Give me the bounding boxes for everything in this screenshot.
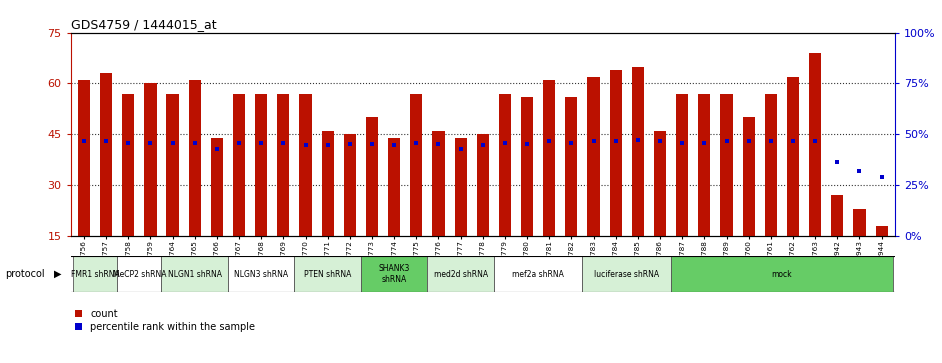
Bar bbox=[277, 94, 289, 236]
Point bbox=[653, 139, 668, 144]
Text: mef2a shRNA: mef2a shRNA bbox=[512, 270, 564, 278]
Bar bbox=[494, 256, 582, 292]
Point bbox=[365, 142, 380, 147]
Bar bbox=[654, 131, 666, 236]
Bar bbox=[344, 134, 356, 236]
Text: SHANK3
shRNA: SHANK3 shRNA bbox=[379, 264, 410, 284]
Point bbox=[763, 139, 778, 144]
Bar bbox=[144, 83, 156, 236]
Bar bbox=[410, 94, 422, 236]
Bar bbox=[698, 94, 710, 236]
Text: NLGN3 shRNA: NLGN3 shRNA bbox=[235, 270, 288, 278]
Bar bbox=[188, 80, 201, 236]
Bar bbox=[255, 94, 268, 236]
Point bbox=[165, 140, 180, 146]
Point bbox=[298, 143, 313, 148]
Bar bbox=[742, 117, 755, 236]
Point bbox=[453, 146, 468, 151]
Point bbox=[276, 140, 291, 146]
Bar bbox=[544, 80, 556, 236]
Bar bbox=[521, 97, 533, 236]
Point bbox=[409, 140, 424, 146]
Bar bbox=[321, 131, 333, 236]
Bar bbox=[787, 77, 799, 236]
Bar bbox=[100, 73, 112, 236]
Point bbox=[609, 139, 624, 144]
Point bbox=[342, 142, 357, 147]
Bar bbox=[361, 256, 428, 292]
Bar bbox=[582, 256, 671, 292]
Point bbox=[564, 140, 579, 146]
Point bbox=[475, 143, 490, 148]
Point bbox=[630, 138, 645, 143]
Bar bbox=[73, 256, 117, 292]
Text: GDS4759 / 1444015_at: GDS4759 / 1444015_at bbox=[71, 19, 217, 32]
Bar bbox=[721, 94, 733, 236]
Bar bbox=[676, 94, 689, 236]
Bar bbox=[477, 134, 489, 236]
Text: MeCP2 shRNA: MeCP2 shRNA bbox=[113, 270, 166, 278]
Point bbox=[253, 140, 268, 146]
Point bbox=[697, 140, 712, 146]
Point bbox=[719, 139, 734, 144]
Text: FMR1 shRNA: FMR1 shRNA bbox=[71, 270, 120, 278]
Text: PTEN shRNA: PTEN shRNA bbox=[304, 270, 351, 278]
Bar bbox=[428, 256, 494, 292]
Point bbox=[187, 140, 203, 146]
Bar bbox=[432, 131, 445, 236]
Point bbox=[232, 140, 247, 146]
Text: ▶: ▶ bbox=[54, 269, 61, 279]
Point bbox=[386, 143, 401, 148]
Bar bbox=[499, 94, 511, 236]
Point bbox=[99, 139, 114, 144]
Text: mock: mock bbox=[771, 270, 792, 278]
Bar bbox=[233, 94, 245, 236]
Bar bbox=[671, 256, 893, 292]
Bar bbox=[122, 94, 135, 236]
Text: luciferase shRNA: luciferase shRNA bbox=[594, 270, 659, 278]
Bar bbox=[167, 94, 179, 236]
Bar bbox=[211, 138, 223, 236]
Bar bbox=[78, 80, 90, 236]
Bar bbox=[632, 66, 644, 236]
Point bbox=[674, 140, 690, 146]
Point bbox=[786, 139, 801, 144]
Point bbox=[143, 140, 158, 146]
Point bbox=[430, 142, 446, 147]
Bar bbox=[588, 77, 600, 236]
Bar bbox=[609, 70, 622, 236]
Text: NLGN1 shRNA: NLGN1 shRNA bbox=[168, 270, 221, 278]
Text: protocol: protocol bbox=[5, 269, 44, 279]
Bar bbox=[455, 138, 466, 236]
Bar bbox=[809, 53, 821, 236]
Bar bbox=[765, 94, 777, 236]
Bar bbox=[388, 138, 400, 236]
Legend: count, percentile rank within the sample: count, percentile rank within the sample bbox=[71, 305, 259, 336]
Point bbox=[586, 139, 601, 144]
Bar bbox=[365, 117, 378, 236]
Point bbox=[830, 159, 845, 165]
Point bbox=[852, 168, 867, 174]
Point bbox=[76, 139, 91, 144]
Point bbox=[320, 143, 335, 148]
Point bbox=[497, 140, 512, 146]
Point bbox=[209, 146, 224, 151]
Point bbox=[741, 139, 756, 144]
Bar bbox=[295, 256, 361, 292]
Point bbox=[807, 139, 822, 144]
Bar bbox=[565, 97, 577, 236]
Point bbox=[520, 142, 535, 147]
Bar bbox=[831, 195, 843, 236]
Bar bbox=[161, 256, 228, 292]
Bar bbox=[853, 209, 866, 236]
Text: med2d shRNA: med2d shRNA bbox=[433, 270, 488, 278]
Point bbox=[874, 174, 889, 180]
Bar bbox=[875, 226, 887, 236]
Point bbox=[542, 139, 557, 144]
Bar bbox=[117, 256, 161, 292]
Point bbox=[121, 140, 136, 146]
Bar bbox=[228, 256, 295, 292]
Bar bbox=[300, 94, 312, 236]
